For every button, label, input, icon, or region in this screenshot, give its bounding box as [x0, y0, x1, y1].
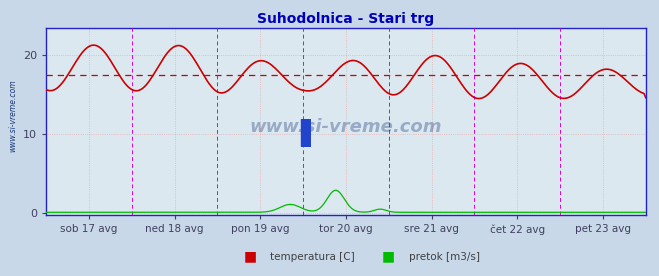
Title: Suhodolnica - Stari trg: Suhodolnica - Stari trg [258, 12, 434, 26]
Text: pretok [m3/s]: pretok [m3/s] [409, 252, 480, 262]
Text: ■: ■ [382, 250, 395, 264]
Text: ■: ■ [244, 250, 257, 264]
Text: temperatura [C]: temperatura [C] [270, 252, 355, 262]
Text: www.si-vreme.com: www.si-vreme.com [8, 79, 17, 152]
Text: www.si-vreme.com: www.si-vreme.com [250, 118, 442, 136]
